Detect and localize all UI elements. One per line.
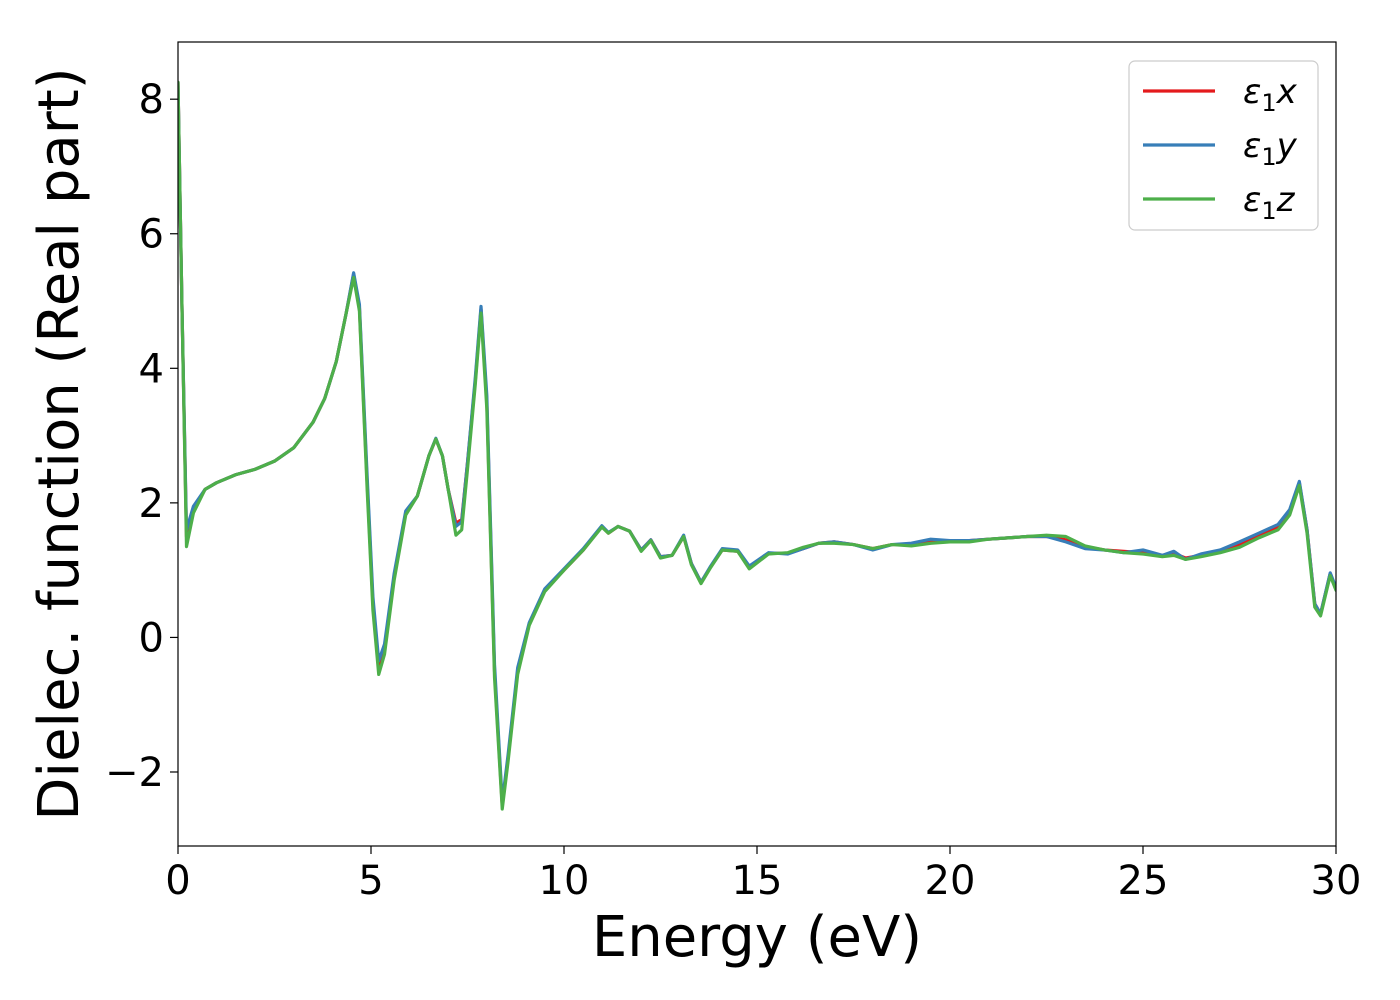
x-tick-label: 15: [732, 858, 783, 904]
x-tick-label: 30: [1311, 858, 1362, 904]
x-tick-label: 10: [539, 858, 590, 904]
legend-label-y: ε1y: [1243, 126, 1298, 171]
y-axis: −2 0 2 4 6 8: [105, 77, 178, 796]
legend-label-z: ε1z: [1243, 180, 1296, 225]
legend-label-x: ε1x: [1243, 72, 1298, 117]
y-tick-label: −2: [105, 750, 164, 796]
x-tick-label: 20: [925, 858, 976, 904]
y-tick-label: 4: [139, 346, 164, 392]
x-tick-label: 5: [358, 858, 383, 904]
y-tick-label: 8: [139, 77, 164, 123]
x-tick-label: 25: [1118, 858, 1169, 904]
legend: ε1x ε1y ε1z: [1128, 60, 1319, 231]
x-axis-label: Energy (eV): [592, 905, 922, 970]
x-axis: 0 5 10 15 20 25 30: [165, 846, 1361, 904]
y-tick-label: 6: [139, 212, 164, 258]
y-tick-label: 2: [139, 481, 164, 527]
legend-frame: [1128, 60, 1319, 231]
y-axis-label: Dielec. function (Real part): [27, 67, 92, 820]
x-tick-label: 0: [165, 858, 190, 904]
series-group: [178, 80, 1336, 811]
series-line-z: [178, 80, 1336, 811]
y-tick-label: 0: [139, 615, 164, 661]
